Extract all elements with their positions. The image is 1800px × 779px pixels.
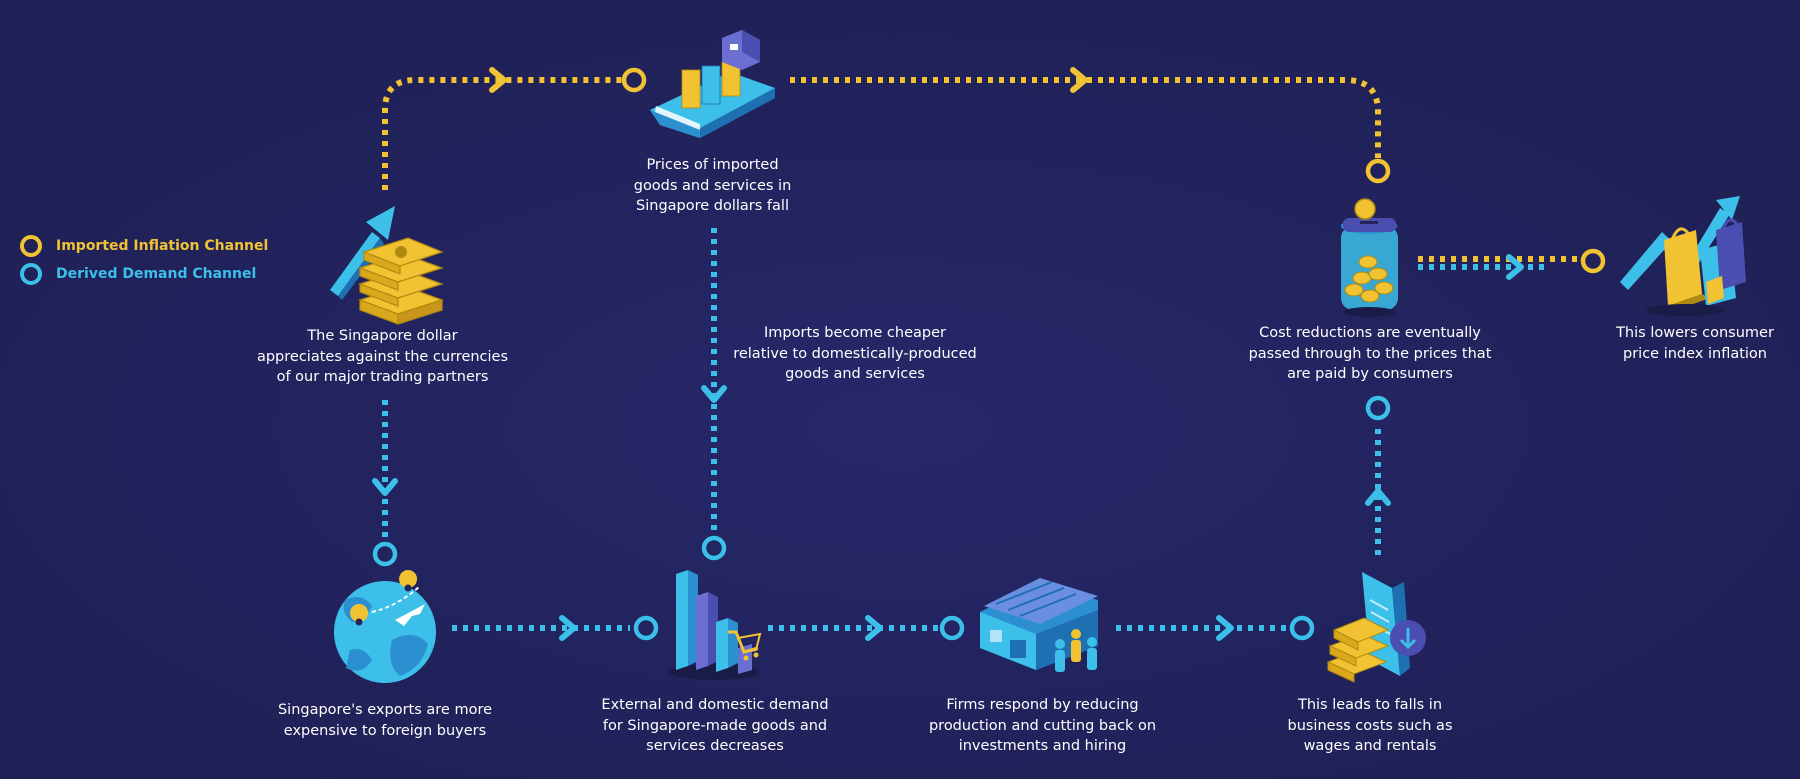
node-ring — [372, 395, 1391, 641]
factory-workers-icon — [980, 578, 1098, 672]
imported-ring-icon — [20, 235, 42, 257]
node-ring — [1580, 248, 1606, 274]
step-import-prices-fall: Prices of imported goods and services in… — [633, 157, 792, 214]
step-firms-respond: Firms respond by reducing production and… — [928, 697, 1157, 754]
legend-label-imported: Imported Inflation Channel — [56, 238, 269, 254]
arrow-icon — [489, 67, 1088, 93]
legend-label-derived: Derived Demand Channel — [56, 266, 257, 282]
node-ring — [1365, 158, 1391, 184]
step-sgd-appreciates: The Singapore dollar appreciates against… — [256, 328, 509, 385]
shopping-bags-arrow-icon — [1620, 196, 1746, 316]
step-cost-passthrough: Cost reductions are eventually passed th… — [1248, 325, 1492, 382]
imported-channel-path — [382, 77, 1580, 262]
cargo-ship-icon — [650, 30, 775, 138]
bill-money-icon — [1326, 572, 1426, 683]
legend: Imported Inflation Channel Derived Deman… — [20, 232, 268, 288]
step-business-costs-fall: This leads to falls in business costs su… — [1287, 697, 1453, 754]
step-lower-cpi: This lowers consumer price index inflati… — [1616, 325, 1774, 362]
derived-ring-icon — [20, 263, 42, 285]
bar-chart-cart-icon — [669, 570, 762, 680]
step-exports-expensive: Singapore's exports are more expensive t… — [277, 702, 493, 739]
legend-item-imported: Imported Inflation Channel — [20, 232, 268, 260]
arrow-icon — [372, 254, 1524, 641]
rising-arrow-money-icon — [330, 206, 444, 325]
node-ring — [621, 67, 647, 93]
step-imports-cheaper: Imports become cheaper relative to domes… — [733, 325, 977, 382]
step-demand-decreases: External and domestic demand for Singapo… — [601, 697, 829, 754]
legend-item-derived: Derived Demand Channel — [20, 260, 268, 288]
globe-plane-icon — [334, 570, 436, 683]
coin-jar-icon — [1341, 198, 1398, 317]
